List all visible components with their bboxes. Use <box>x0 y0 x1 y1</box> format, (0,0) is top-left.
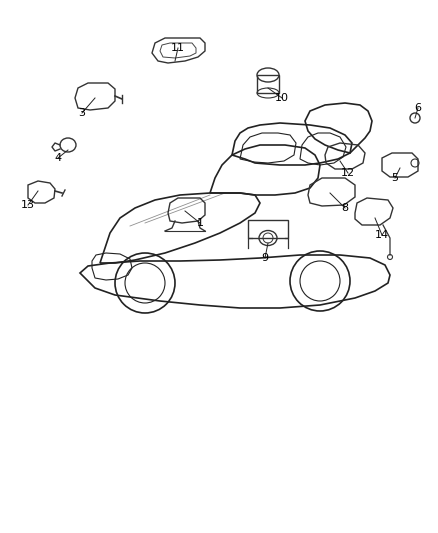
Text: 9: 9 <box>261 253 268 263</box>
Bar <box>248 220 288 238</box>
Text: 12: 12 <box>341 168 355 178</box>
Text: 3: 3 <box>78 108 85 118</box>
Text: 1: 1 <box>197 218 204 228</box>
Text: 14: 14 <box>375 230 389 240</box>
Text: 6: 6 <box>414 103 421 113</box>
Text: 11: 11 <box>171 43 185 53</box>
Text: 13: 13 <box>21 200 35 210</box>
Bar <box>257 75 279 93</box>
Text: 4: 4 <box>54 153 62 163</box>
Text: 10: 10 <box>275 93 289 103</box>
Text: 5: 5 <box>392 173 399 183</box>
Text: 8: 8 <box>342 203 349 213</box>
